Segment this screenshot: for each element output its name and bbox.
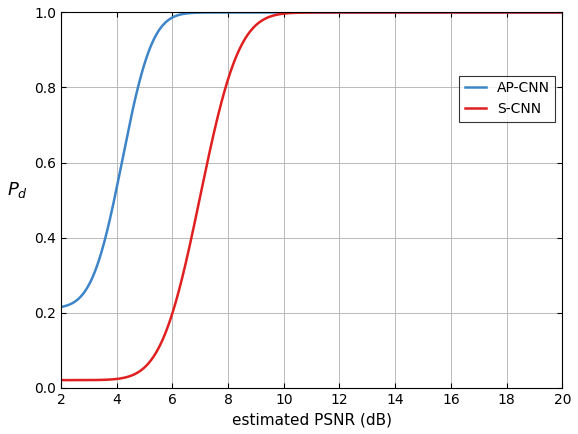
AP-CNN: [559, 10, 566, 15]
AP-CNN: [83, 286, 90, 292]
S-CNN: [301, 10, 308, 15]
Legend: AP-CNN, S-CNN: AP-CNN, S-CNN: [460, 76, 555, 122]
S-CNN: [57, 378, 64, 383]
Line: AP-CNN: AP-CNN: [61, 13, 562, 307]
S-CNN: [453, 10, 460, 15]
S-CNN: [559, 10, 566, 15]
S-CNN: [288, 10, 295, 16]
AP-CNN: [544, 10, 551, 15]
S-CNN: [83, 378, 90, 383]
AP-CNN: [288, 10, 295, 15]
AP-CNN: [57, 304, 64, 309]
X-axis label: estimated PSNR (dB): estimated PSNR (dB): [232, 412, 392, 427]
AP-CNN: [544, 10, 551, 15]
S-CNN: [544, 10, 551, 15]
AP-CNN: [316, 10, 323, 15]
AP-CNN: [453, 10, 460, 15]
Line: S-CNN: S-CNN: [61, 13, 562, 380]
S-CNN: [544, 10, 551, 15]
AP-CNN: [301, 10, 308, 15]
Y-axis label: $P_d$: $P_d$: [7, 180, 28, 200]
S-CNN: [451, 10, 458, 15]
